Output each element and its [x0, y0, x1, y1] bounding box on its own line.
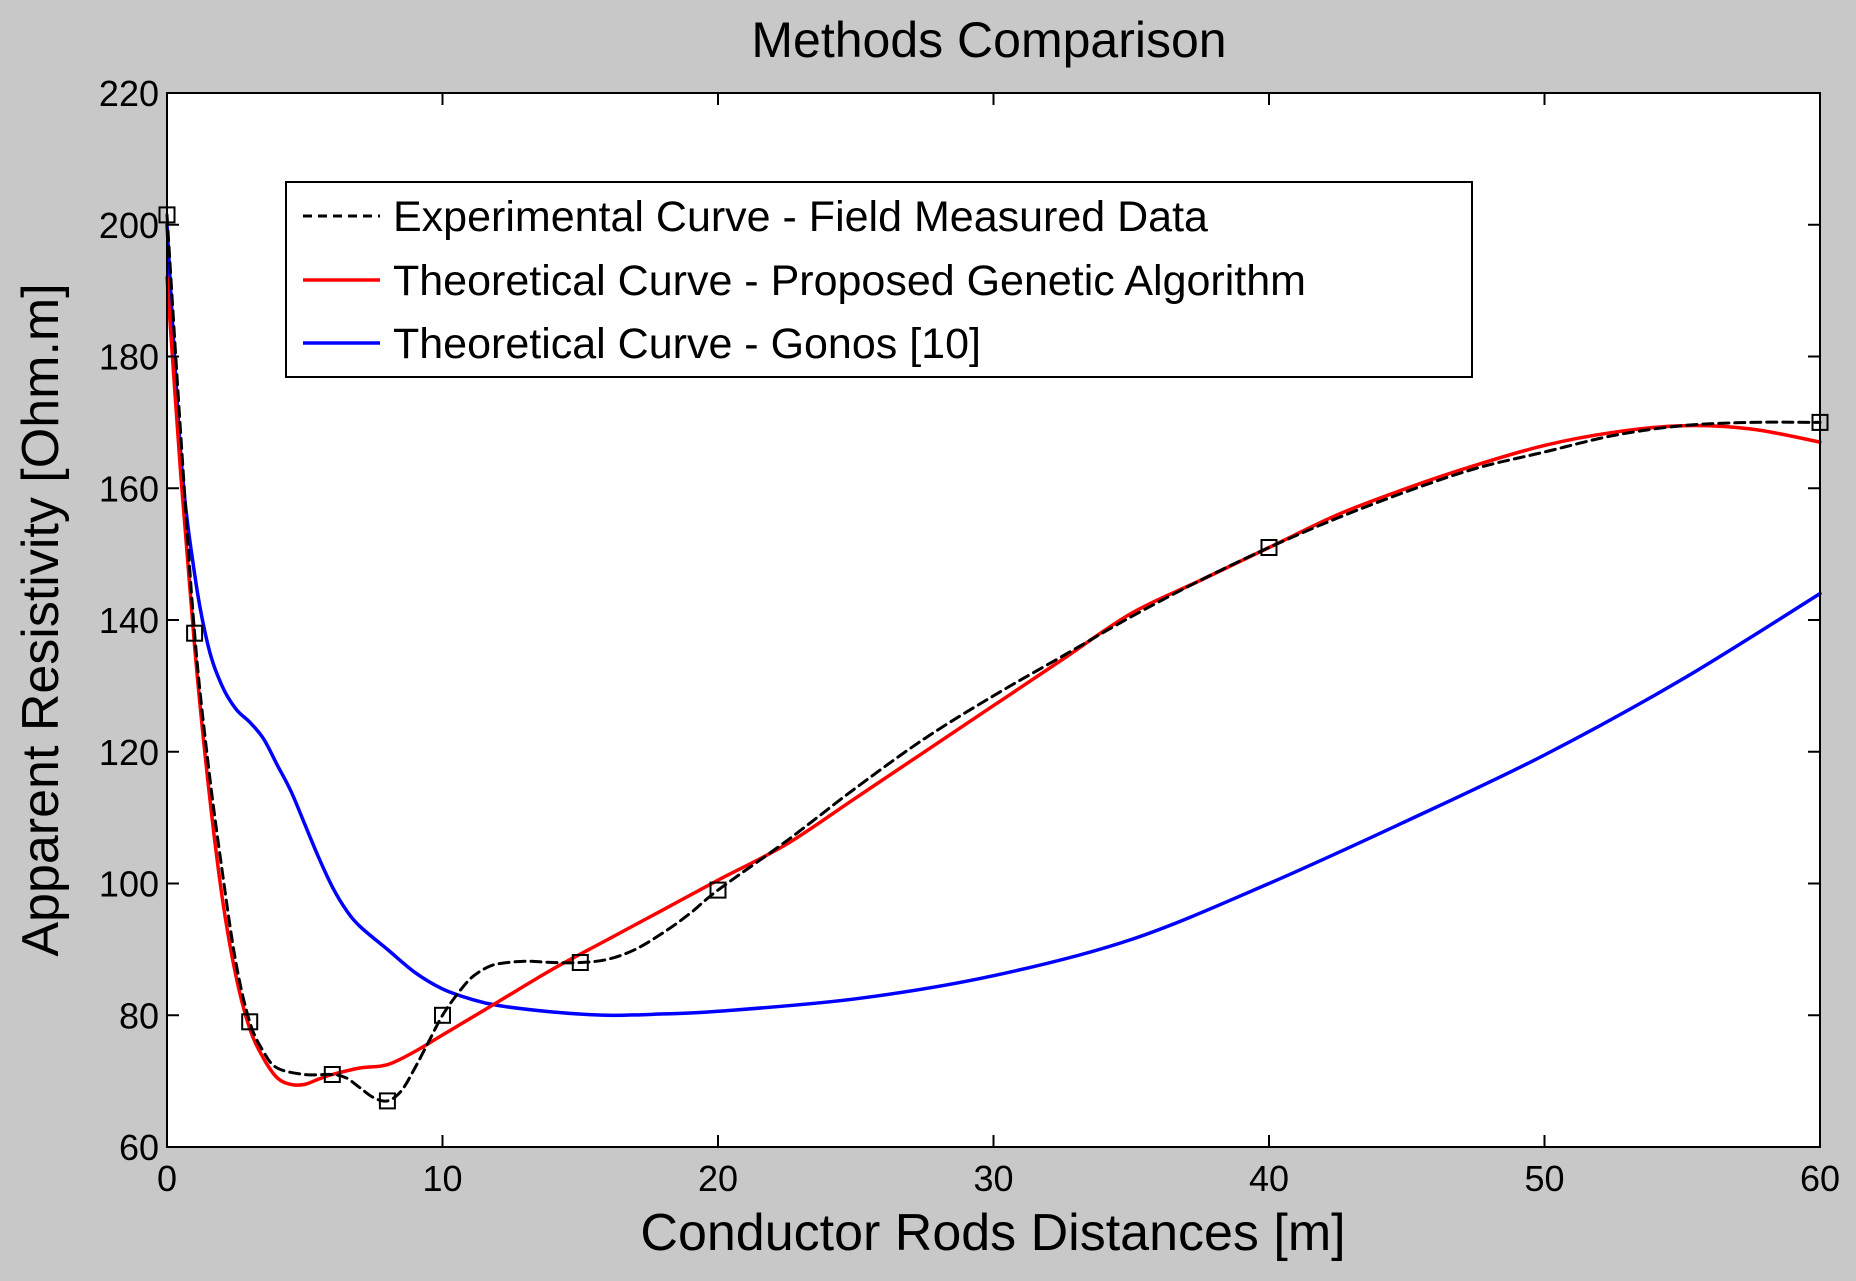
data-marker-5 — [434, 1006, 451, 1024]
y-tick-label: 160 — [99, 468, 159, 509]
legend-label-genetic-algorithm: Theoretical Curve - Proposed Genetic Alg… — [393, 257, 1306, 305]
x-tick-label: 10 — [422, 1158, 462, 1199]
y-tick-label: 120 — [99, 732, 159, 773]
legend: Experimental Curve - Field Measured Data… — [285, 181, 1473, 378]
y-tick-label: 100 — [99, 864, 159, 905]
x-tick-label: 50 — [1524, 1158, 1564, 1199]
legend-label-experimental: Experimental Curve - Field Measured Data — [393, 193, 1208, 241]
x-axis-title: Conductor Rods Distances [m] — [640, 1204, 1345, 1262]
y-axis-title: Apparent Resistivity [Ohm.m] — [12, 283, 70, 956]
x-tick-label: 0 — [157, 1158, 177, 1199]
data-marker-8 — [1260, 539, 1278, 556]
y-tick-label: 180 — [99, 337, 159, 378]
y-axis-tick-labels: 60 80 100 120 140 160 180 200 220 — [99, 73, 159, 1168]
x-tick-label: 20 — [698, 1158, 738, 1199]
series-line-2 — [165, 223, 1822, 1018]
axis-ticks — [166, 92, 1821, 1148]
y-tick-label: 60 — [119, 1127, 159, 1168]
legend-label-gonos: Theoretical Curve - Gonos [10] — [393, 320, 981, 368]
data-marker-6 — [571, 954, 589, 971]
series-line-0 — [165, 213, 1822, 1103]
x-tick-label: 30 — [973, 1158, 1013, 1199]
marker-layer — [158, 206, 1829, 1110]
legend-box — [285, 181, 1473, 378]
x-tick-label: 40 — [1249, 1158, 1289, 1199]
data-marker-3 — [323, 1066, 341, 1083]
y-tick-label: 200 — [99, 205, 159, 246]
chart-title: Methods Comparison — [751, 12, 1226, 68]
data-marker-2 — [241, 1013, 259, 1031]
data-marker-4 — [378, 1092, 396, 1110]
y-tick-label: 220 — [99, 73, 159, 114]
data-marker-7 — [709, 881, 727, 899]
y-tick-label: 140 — [99, 600, 159, 641]
y-tick-label: 80 — [119, 995, 159, 1036]
x-axis-tick-labels: 0 10 20 30 40 50 60 — [157, 1158, 1840, 1199]
data-marker-1 — [186, 624, 204, 642]
x-tick-label: 60 — [1800, 1158, 1840, 1199]
